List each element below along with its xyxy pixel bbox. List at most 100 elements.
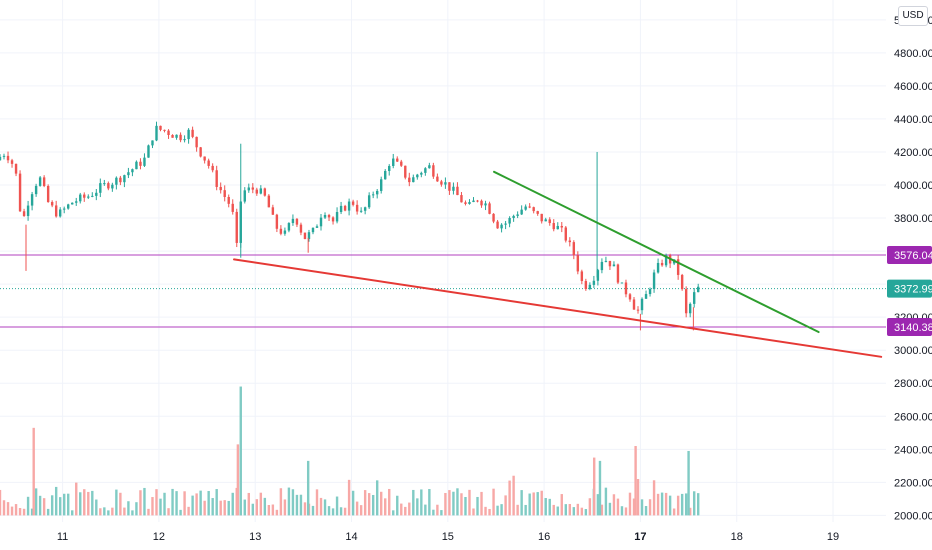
volume-bar (572, 507, 576, 516)
candle-body (416, 174, 419, 178)
candle-body (524, 206, 527, 210)
candle-body (151, 140, 154, 146)
volume-bar (532, 492, 535, 516)
volume-bar (0, 489, 2, 516)
candle-body (71, 202, 74, 205)
volume-bar (327, 506, 331, 516)
candle-body (512, 215, 515, 218)
volume-bar (680, 493, 684, 516)
volume-bar (412, 489, 415, 516)
candle-body (42, 177, 46, 186)
y-tick-label: 2000.00 (894, 510, 932, 522)
volume-bar (99, 508, 102, 516)
volume-bar (576, 503, 580, 516)
candle-body (215, 170, 218, 187)
volume-bar (620, 506, 624, 516)
volume-bar (83, 489, 86, 516)
candle-body (576, 255, 580, 272)
volume-bar (504, 495, 507, 516)
candle-body (680, 274, 684, 290)
currency-label[interactable]: USD (898, 6, 928, 26)
price-axis[interactable]: 2000.00 2200.00 2400.00 2600.00 2800.00 3000.… (894, 15, 932, 523)
volume-bar (632, 498, 636, 516)
candle-body (18, 173, 22, 212)
volume-spike (32, 427, 35, 516)
volume-bar (464, 496, 467, 516)
candle-body (155, 125, 158, 141)
candle-body (291, 218, 295, 224)
volume-bar (460, 493, 463, 516)
candle-body (424, 168, 427, 173)
candle-body (412, 177, 415, 183)
candle-body (231, 203, 234, 212)
candle-body (111, 184, 114, 189)
candle-body (26, 205, 30, 217)
volume-bar (528, 493, 531, 516)
candle-body (50, 202, 54, 206)
volume-bar (656, 493, 660, 516)
volume-bar (616, 498, 620, 516)
candle-body (243, 190, 246, 202)
candle-body (14, 163, 18, 174)
horizontal-levels (0, 254, 886, 328)
support-trendline (233, 258, 883, 358)
volume-bar (243, 499, 246, 516)
volume-bar (303, 502, 307, 516)
candle-body (420, 172, 423, 175)
candle-body (620, 282, 624, 284)
volume-bar (380, 491, 383, 516)
volume-bar (640, 499, 644, 516)
candle-body (351, 201, 355, 205)
candle-body (692, 292, 696, 304)
volume-bar (612, 494, 616, 516)
volume-bar (684, 493, 688, 516)
volume-bar (644, 506, 648, 516)
volume-bar (552, 504, 555, 516)
trendlines[interactable] (233, 170, 883, 358)
volume-bar (448, 490, 451, 516)
volume-bar (480, 491, 483, 516)
volume-bar (636, 479, 640, 516)
candle-body (223, 190, 226, 197)
candle-body (259, 188, 263, 194)
candle-body (319, 217, 323, 227)
candle-body (139, 161, 142, 166)
volume-bar (223, 500, 226, 516)
volume-bar (115, 489, 118, 516)
volume-bar (564, 504, 567, 516)
candle-body (62, 208, 66, 210)
candle-body (460, 195, 463, 203)
candle-body (115, 177, 118, 185)
volume-bar (215, 489, 218, 516)
candle-body (187, 129, 190, 140)
volume-bar (436, 504, 439, 516)
volume-bar (263, 497, 267, 516)
volume-bar (396, 495, 399, 516)
candle-body (496, 221, 499, 229)
candle-body (584, 281, 588, 290)
volume-bar (175, 491, 178, 516)
candle-body (22, 211, 26, 217)
candle-body (199, 147, 202, 157)
candle-body (339, 205, 343, 213)
time-axis[interactable]: 11 12 13 14 15 16 17 18 19 (57, 531, 839, 543)
candle-body (536, 211, 539, 214)
volume-spike (306, 460, 310, 516)
candle-body (315, 226, 319, 228)
candle-body (476, 200, 479, 202)
price-tags: 3576.04 3140.38 3372.99 (887, 246, 932, 337)
volume-bar (692, 491, 696, 516)
candle-body (79, 194, 82, 202)
current-price-tag-box (887, 279, 932, 298)
candle-body (612, 264, 616, 267)
candle-body (676, 259, 680, 275)
x-tick-label: 13 (249, 531, 261, 543)
candle-body (95, 192, 98, 196)
volume-bar (420, 489, 423, 516)
volume-bar (548, 498, 551, 516)
volume-bar (42, 498, 46, 516)
volume-bar (384, 498, 387, 516)
volume-bar (147, 508, 150, 516)
candle-body (235, 211, 238, 243)
